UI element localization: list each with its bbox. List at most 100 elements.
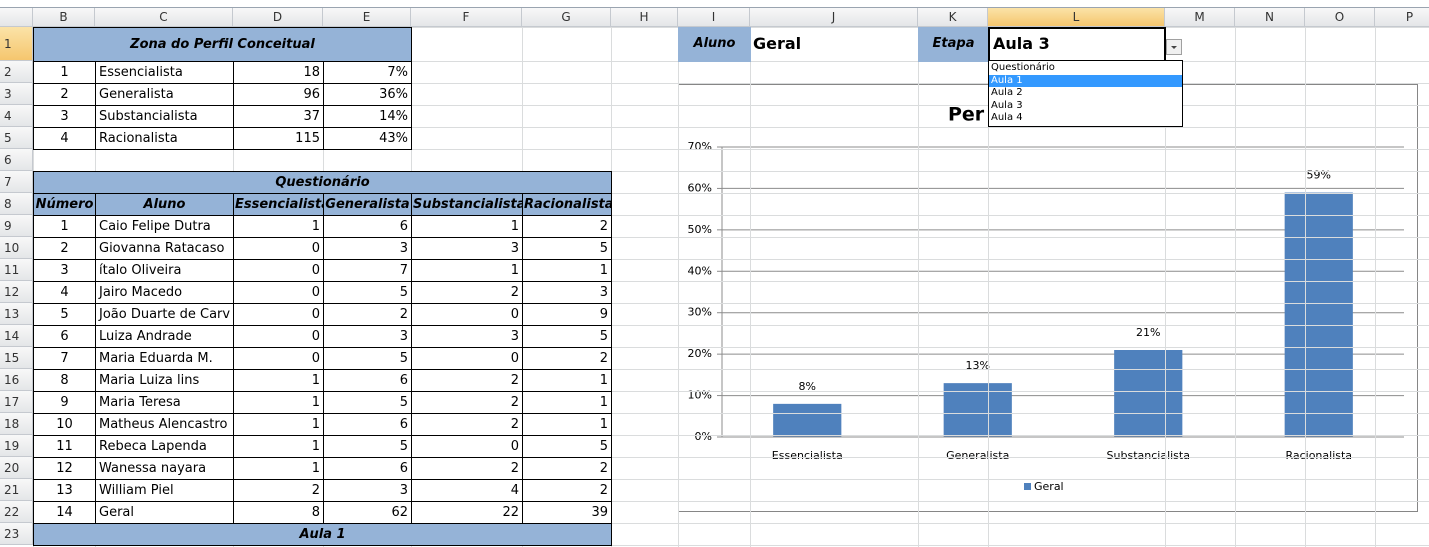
column-header[interactable]: F xyxy=(411,8,522,27)
cell[interactable]: 14 xyxy=(33,501,96,524)
cell[interactable]: 5 xyxy=(323,281,412,304)
dropdown-option[interactable]: Aula 3 xyxy=(991,99,1023,111)
cell[interactable]: 3 xyxy=(33,105,96,128)
cell[interactable]: 2 xyxy=(411,457,523,480)
cell[interactable]: 5 xyxy=(323,391,412,414)
cell[interactable]: 1 xyxy=(233,391,324,414)
cell[interactable]: Luiza Andrade xyxy=(95,325,234,348)
cell[interactable]: 1 xyxy=(233,215,324,238)
row-header[interactable]: 9 xyxy=(0,215,33,237)
row-header[interactable]: 14 xyxy=(0,325,33,347)
cell[interactable]: Geral xyxy=(753,34,802,53)
cell[interactable]: 6 xyxy=(323,369,412,392)
cell[interactable]: 1 xyxy=(411,259,523,282)
cell[interactable]: 6 xyxy=(323,413,412,436)
cell[interactable]: Geral xyxy=(95,501,234,524)
cell[interactable]: 3 xyxy=(522,281,612,304)
cell[interactable]: 0 xyxy=(411,435,523,458)
column-header[interactable]: B xyxy=(33,8,95,27)
column-header[interactable]: J xyxy=(750,8,918,27)
cell[interactable]: Rebeca Lapenda xyxy=(95,435,234,458)
cell[interactable]: 2 xyxy=(33,83,96,106)
row-header[interactable]: 13 xyxy=(0,303,33,325)
cell[interactable]: ítalo Oliveira xyxy=(95,259,234,282)
column-header[interactable]: L xyxy=(988,8,1165,27)
cell[interactable]: William Piel xyxy=(95,479,234,502)
column-header[interactable]: D xyxy=(233,8,323,27)
cell[interactable]: 6 xyxy=(323,215,412,238)
cell[interactable]: 1 xyxy=(522,413,612,436)
column-header[interactable]: P xyxy=(1375,8,1429,27)
cell[interactable]: 0 xyxy=(233,347,324,370)
cell[interactable]: 62 xyxy=(323,501,412,524)
cell[interactable]: 2 xyxy=(411,369,523,392)
cell[interactable]: 1 xyxy=(522,391,612,414)
cell[interactable]: Substancialista xyxy=(411,193,523,216)
cell[interactable]: Jairo Macedo xyxy=(95,281,234,304)
cell[interactable]: 2 xyxy=(411,413,523,436)
row-header[interactable]: 16 xyxy=(0,369,33,391)
dropdown-option[interactable]: Aula 2 xyxy=(991,87,1023,98)
cell[interactable]: 1 xyxy=(233,369,324,392)
cell[interactable]: 3 xyxy=(33,259,96,282)
cell[interactable]: 1 xyxy=(522,369,612,392)
cell[interactable]: 7% xyxy=(323,61,412,84)
cell[interactable]: 1 xyxy=(233,435,324,458)
cell[interactable]: 9 xyxy=(33,391,96,414)
column-header[interactable]: E xyxy=(323,8,411,27)
row-header[interactable]: 15 xyxy=(0,347,33,369)
column-header[interactable]: M xyxy=(1165,8,1235,27)
cell[interactable]: Aula 3 xyxy=(988,27,1166,62)
cell[interactable]: 2 xyxy=(411,281,523,304)
cell[interactable]: 6 xyxy=(323,457,412,480)
cell[interactable]: 0 xyxy=(233,237,324,260)
row-header[interactable]: 6 xyxy=(0,149,33,171)
cell[interactable]: 11 xyxy=(33,435,96,458)
cell[interactable]: 5 xyxy=(522,435,612,458)
cell[interactable]: 1 xyxy=(33,61,96,84)
cell[interactable]: 2 xyxy=(522,457,612,480)
cell[interactable]: 0 xyxy=(233,303,324,326)
cell[interactable]: 13 xyxy=(33,479,96,502)
cell[interactable]: 8 xyxy=(233,501,324,524)
cell[interactable]: Questionário xyxy=(33,171,612,194)
cell[interactable]: 1 xyxy=(233,413,324,436)
row-header[interactable]: 7 xyxy=(0,171,33,193)
cell[interactable]: Generalista xyxy=(323,193,412,216)
row-header[interactable]: 2 xyxy=(0,61,33,83)
dropdown-option[interactable]: Questionário xyxy=(991,62,1055,73)
row-header[interactable]: 11 xyxy=(0,259,33,281)
cell[interactable]: 2 xyxy=(522,479,612,502)
row-header[interactable]: 23 xyxy=(0,523,33,545)
cell[interactable]: Etapa xyxy=(918,27,989,62)
cell[interactable]: 2 xyxy=(411,391,523,414)
cell[interactable]: Essencialista xyxy=(233,193,324,216)
cell[interactable]: Substancialista xyxy=(95,105,234,128)
row-header[interactable]: 10 xyxy=(0,237,33,259)
cell[interactable]: 3 xyxy=(323,325,412,348)
cell[interactable]: 37 xyxy=(233,105,324,128)
cell[interactable]: 10 xyxy=(33,413,96,436)
cell[interactable]: 22 xyxy=(411,501,523,524)
column-header[interactable]: N xyxy=(1235,8,1305,27)
cell[interactable]: Wanessa nayara xyxy=(95,457,234,480)
cell[interactable]: 36% xyxy=(323,83,412,106)
cell[interactable]: 0 xyxy=(233,325,324,348)
cell[interactable]: 9 xyxy=(522,303,612,326)
row-header[interactable]: 21 xyxy=(0,479,33,501)
row-header[interactable]: 3 xyxy=(0,83,33,105)
cell[interactable]: 4 xyxy=(411,479,523,502)
row-header[interactable]: 20 xyxy=(0,457,33,479)
cell[interactable]: 7 xyxy=(33,347,96,370)
column-header[interactable]: G xyxy=(522,8,611,27)
cell[interactable]: Caio Felipe Dutra xyxy=(95,215,234,238)
cell[interactable]: 43% xyxy=(323,127,412,150)
cell[interactable]: 1 xyxy=(33,215,96,238)
cell[interactable]: Giovanna Ratacaso xyxy=(95,237,234,260)
cell[interactable]: Essencialista xyxy=(95,61,234,84)
cell[interactable]: Maria Luiza lins xyxy=(95,369,234,392)
column-header[interactable]: O xyxy=(1305,8,1375,27)
cell[interactable]: 96 xyxy=(233,83,324,106)
cell[interactable]: 5 xyxy=(522,325,612,348)
cell[interactable]: Aula 1 xyxy=(33,523,612,546)
